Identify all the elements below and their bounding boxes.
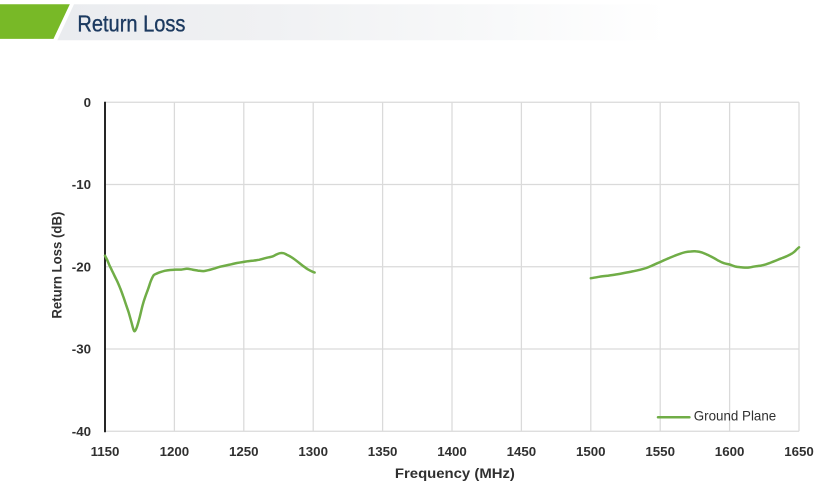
svg-text:-30: -30 bbox=[72, 342, 91, 357]
svg-text:1200: 1200 bbox=[160, 444, 190, 459]
svg-text:1250: 1250 bbox=[229, 444, 259, 459]
svg-text:1300: 1300 bbox=[298, 444, 328, 459]
svg-text:1600: 1600 bbox=[715, 444, 745, 459]
svg-text:Return Loss (dB): Return Loss (dB) bbox=[49, 211, 65, 318]
svg-text:1550: 1550 bbox=[645, 444, 675, 459]
svg-text:0: 0 bbox=[84, 95, 91, 110]
svg-text:1650: 1650 bbox=[784, 444, 814, 459]
svg-text:-40: -40 bbox=[72, 424, 91, 439]
svg-text:1400: 1400 bbox=[437, 444, 467, 459]
svg-text:Return Loss: Return Loss bbox=[77, 10, 185, 36]
svg-text:1500: 1500 bbox=[576, 444, 606, 459]
svg-text:-20: -20 bbox=[72, 259, 91, 274]
svg-text:-10: -10 bbox=[72, 177, 91, 192]
svg-text:1350: 1350 bbox=[368, 444, 398, 459]
svg-text:1450: 1450 bbox=[507, 444, 537, 459]
svg-text:Frequency (MHz): Frequency (MHz) bbox=[395, 466, 515, 482]
svg-text:Ground Plane: Ground Plane bbox=[694, 408, 776, 423]
svg-text:1150: 1150 bbox=[91, 444, 120, 459]
